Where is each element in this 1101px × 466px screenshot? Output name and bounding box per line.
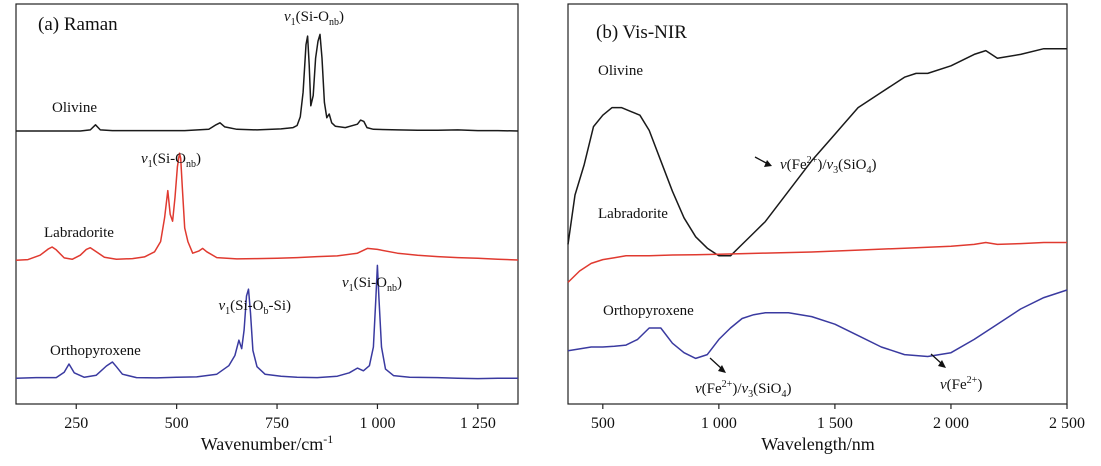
visnir-olivine-band-arrow <box>754 156 772 167</box>
visnir-tick-label: 1 000 <box>701 415 737 432</box>
annot-sub: 1 <box>148 159 153 170</box>
annot-text: (Si-O <box>153 151 187 167</box>
visnir-opx-1um-band-arrow <box>709 357 726 373</box>
annot-sub: 1 <box>349 283 354 294</box>
annot-text: (SiO <box>753 381 782 397</box>
annot-text: ) <box>817 157 822 173</box>
annot-text: / <box>737 381 742 397</box>
visnir-labradorite-label: Labradorite <box>598 206 668 222</box>
visnir-tick-label: 1 500 <box>817 415 853 432</box>
annot-sub: 4 <box>867 165 872 176</box>
raman-labradorite-peak-annotation: v1(Si-Onb) <box>141 151 201 170</box>
visnir-olivine-spectrum <box>567 47 1067 257</box>
raman-tick-label: 1 250 <box>460 415 496 432</box>
raman-olivine-spectrum <box>16 33 519 132</box>
raman-labradorite-label: Labradorite <box>44 225 114 241</box>
annot-text: (Si-O <box>296 9 330 25</box>
annot-nu: v <box>780 157 787 173</box>
annot-text: -Si) <box>269 298 292 314</box>
annot-text: ) <box>977 377 982 393</box>
raman-tick-label: 1 000 <box>359 415 395 432</box>
annot-text: ) <box>196 151 201 167</box>
raman-orthopyroxene-spectrum <box>15 264 518 380</box>
visnir-opx-1um-band-annotation: v(Fe2+)/v3(SiO4) <box>695 379 792 400</box>
raman-panel: 250 500 750 1 000 1 250 (a) Raman Wavenumber… <box>15 3 519 454</box>
raman-panel-title: (a) Raman <box>38 14 118 35</box>
annot-sub: nb <box>186 159 196 170</box>
annot-sup: 2+ <box>722 379 733 390</box>
raman-olivine-label: Olivine <box>52 100 97 116</box>
annot-text: (Fe <box>787 157 807 173</box>
annot-text: ) <box>872 157 877 173</box>
annot-nu: v <box>284 9 291 25</box>
annot-sub: b <box>264 306 269 317</box>
annot-text: ) <box>339 9 344 25</box>
annot-nu: v <box>741 381 748 397</box>
annot-text: (SiO <box>838 157 867 173</box>
visnir-x-axis: 500 1 000 1 500 2 000 2 500 <box>591 404 1085 432</box>
raman-orthopyroxene-nonbridging-annotation: v1(Si-Onb) <box>342 275 402 294</box>
annot-nu: v <box>141 151 148 167</box>
raman-plot-frame <box>15 3 519 405</box>
annot-sub: nb <box>387 283 397 294</box>
annot-sub: 4 <box>782 389 787 400</box>
visnir-panel: 500 1 000 1 500 2 000 2 500 (b) Vis-NIR Wave… <box>567 3 1085 454</box>
annot-text: (Si-O <box>230 298 264 314</box>
visnir-orthopyroxene-spectrum <box>567 289 1068 360</box>
visnir-labradorite-spectrum <box>567 241 1067 283</box>
visnir-orthopyroxene-label: Orthopyroxene <box>603 303 694 319</box>
annot-nu: v <box>695 381 702 397</box>
annot-sup: 2+ <box>967 375 978 386</box>
visnir-tick-label: 500 <box>591 415 615 432</box>
annot-sub: 3 <box>748 389 753 400</box>
raman-tick-label: 750 <box>265 415 289 432</box>
annot-sub: 1 <box>225 306 230 317</box>
annot-sub: nb <box>329 17 339 28</box>
visnir-olivine-label: Olivine <box>598 63 643 79</box>
raman-tick-label: 250 <box>64 415 88 432</box>
raman-tick-label: 500 <box>165 415 189 432</box>
visnir-opx-2um-band-annotation: v(Fe2+) <box>940 375 982 393</box>
annot-text: ) <box>397 275 402 291</box>
raman-x-axis-label-exponent: -1 <box>323 432 333 446</box>
annot-text: (Si-O <box>354 275 388 291</box>
annot-text: ) <box>732 381 737 397</box>
visnir-opx-2um-band-arrow <box>930 353 946 368</box>
annot-sub: 1 <box>291 17 296 28</box>
annot-nu: v <box>218 298 225 314</box>
visnir-tick-label: 2 500 <box>1049 415 1085 432</box>
visnir-tick-label: 2 000 <box>933 415 969 432</box>
annot-sup: 2+ <box>807 155 818 166</box>
visnir-olivine-band-annotation: v(Fe2+)/v3(SiO4) <box>780 155 877 176</box>
annot-nu: v <box>342 275 349 291</box>
raman-labradorite-spectrum <box>15 152 519 262</box>
visnir-x-axis-label: Wavelength/nm <box>761 434 875 454</box>
raman-x-axis: 250 500 750 1 000 1 250 <box>64 404 496 432</box>
raman-orthopyroxene-label: Orthopyroxene <box>50 343 141 359</box>
visnir-panel-title: (b) Vis-NIR <box>596 22 687 43</box>
annot-text: (Fe <box>947 377 967 393</box>
annot-sub: 3 <box>833 165 838 176</box>
annot-text: / <box>822 157 827 173</box>
raman-olivine-peak-annotation: v1(Si-Onb) <box>284 9 344 28</box>
raman-x-axis-label-main: Wavenumber/cm <box>201 434 324 454</box>
annot-nu: v <box>940 377 947 393</box>
annot-text: ) <box>787 381 792 397</box>
visnir-plot-frame <box>567 3 1068 405</box>
raman-x-axis-label: Wavenumber/cm-1 <box>201 432 334 454</box>
raman-orthopyroxene-bridging-annotation: v1(Si-Ob-Si) <box>218 298 291 317</box>
annot-text: (Fe <box>702 381 722 397</box>
annot-nu: v <box>826 157 833 173</box>
